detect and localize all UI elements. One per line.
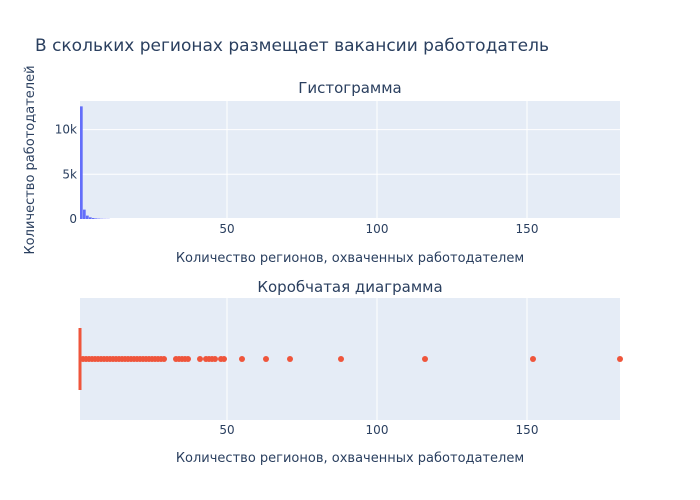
box-plot-outlier-point [338,356,344,362]
histogram-bar [83,209,86,219]
box-plot-outliers [80,356,623,362]
box-plot-outlier-point [197,356,203,362]
histogram-x-tick-label: 50 [219,222,234,236]
figure-title: В скольких регионах размещает вакансии р… [35,36,549,56]
box-plot-subtitle: Коробчатая диаграмма [257,278,442,296]
histogram-y-axis-title: Количество работодателей [23,65,38,254]
histogram-panel: 50 100 150 0 5k 10k Гистограмма Количество р… [23,65,620,266]
histogram-subtitle: Гистограмма [298,79,401,97]
histogram-bar [86,215,89,219]
box-plot-x-axis-title: Количество регионов, охваченных работода… [176,451,524,466]
histogram-y-tick-label: 10k [55,123,77,137]
box-plot-outlier-point [161,356,167,362]
box-plot-outlier-point [617,356,623,362]
histogram-gridlines [80,101,620,220]
box-plot-panel: 50 100 150 Коробчатая диаграмма Количество… [78,278,623,466]
box-plot-x-tick-label: 150 [516,423,539,437]
box-plot-outlier-point [212,356,218,362]
histogram-x-tick-label: 100 [366,222,389,236]
histogram-y-ticks: 0 5k 10k [55,123,77,226]
histogram-bar [95,218,98,219]
box-plot-outlier-point [263,356,269,362]
histogram-bar [92,218,95,219]
box-plot-outlier-point [422,356,428,362]
histogram-x-ticks: 50 100 150 [219,222,538,236]
histogram-y-tick-label: 0 [69,212,77,226]
histogram-bar [89,217,92,219]
histogram-bar [80,106,83,219]
histogram-bars [80,106,110,219]
box-plot-outlier-point [239,356,245,362]
box-plot-outlier-point [530,356,536,362]
box-plot-outlier-point [185,356,191,362]
box-plot-outlier-point [221,356,227,362]
box-plot-x-tick-label: 50 [219,423,234,437]
box-plot-outlier-point [287,356,293,362]
box-plot-x-ticks: 50 100 150 [219,423,538,437]
box-plot-x-tick-label: 100 [366,423,389,437]
histogram-x-tick-label: 150 [516,222,539,236]
histogram-plot-background [80,101,620,219]
histogram-x-axis-title: Количество регионов, охваченных работода… [176,251,524,266]
histogram-y-tick-label: 5k [62,167,77,181]
